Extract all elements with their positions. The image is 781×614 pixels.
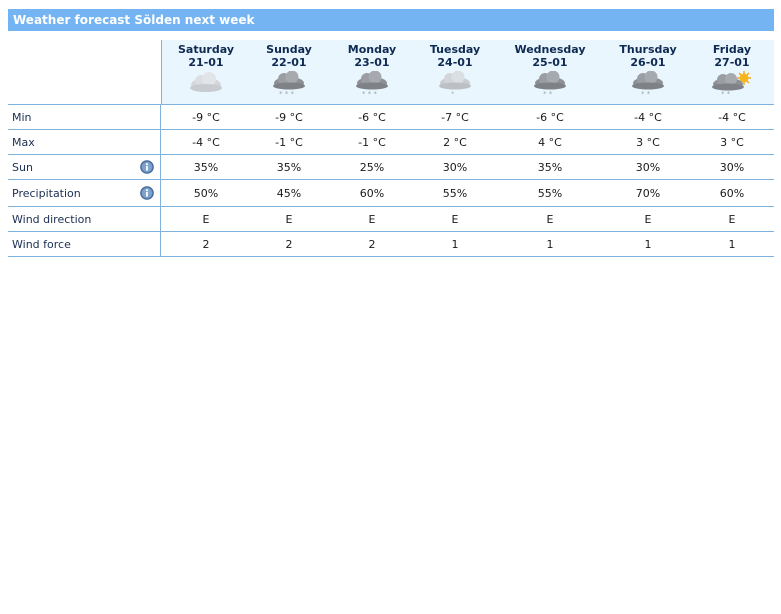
cell-wind-force: 2 [202,237,210,251]
cell-sun: 25% [359,160,385,174]
cell-min: -7 °C [441,110,469,124]
cell-min: -9 °C [192,110,220,124]
cell-precipitation: 70% [635,186,661,200]
row-label-sun: Sun [8,155,161,179]
svg-text:* *: * * [641,90,651,97]
cell-sun: 35% [193,160,219,174]
day-name: Friday [712,43,752,56]
row-wind-force: Wind force 2 2 2 1 1 1 1 [8,232,774,257]
forecast-title: Weather forecast Sölden next week [8,9,774,31]
day-date: 24-01 [437,56,473,69]
row-label-wind-force: Wind force [8,232,161,256]
row-label-text: Sun [12,160,33,174]
day-date: 27-01 [714,56,750,69]
cell-precipitation: 55% [442,186,468,200]
cell-wind-direction: E [644,212,652,226]
cell-sun: 35% [276,160,302,174]
cell-precipitation: 60% [719,186,745,200]
cell-max: -1 °C [275,135,303,149]
row-label-precipitation: Precipitation [8,180,161,206]
cell-wind-force: 1 [728,237,736,251]
day-date: 26-01 [630,56,666,69]
day-column-sunday: Sunday 22-01 * * * [250,40,328,104]
header-label-spacer [8,40,162,104]
cell-wind-force: 2 [368,237,376,251]
cell-wind-direction: E [546,212,554,226]
row-wind-direction: Wind direction E E E E E E E [8,207,774,232]
day-column-friday: Friday 27-01 * * [690,40,774,104]
cell-max: 4 °C [538,135,562,149]
cloud-light-snow-icon: * [439,71,471,97]
day-name: Tuesday [429,43,481,56]
cell-precipitation: 45% [276,186,302,200]
row-label-min: Min [8,105,161,129]
cloud-snow-icon: * * * [356,71,388,97]
day-header-band: Saturday 21-01 Sunday 22-01 * * * [162,40,774,104]
cell-sun: 30% [442,160,468,174]
cell-max: 3 °C [636,135,660,149]
day-name: Wednesday [514,43,586,56]
cell-wind-force: 1 [546,237,554,251]
row-min: Min -9 °C -9 °C -6 °C -7 °C -6 °C -4 °C … [8,105,774,130]
cell-wind-force: 2 [285,237,293,251]
row-precipitation: Precipitation 50% 45% 60% 55% 55% 70% 60… [8,180,774,207]
cloud-light-snow-icon: * * [632,71,664,97]
cell-wind-direction: E [451,212,459,226]
cell-min: -9 °C [275,110,303,124]
day-name: Saturday [178,43,234,56]
cell-wind-force: 1 [644,237,652,251]
cell-min: -4 °C [718,110,746,124]
svg-text:*: * [451,90,455,97]
day-name: Sunday [266,43,312,56]
cell-precipitation: 60% [359,186,385,200]
cell-precipitation: 55% [537,186,563,200]
cloud-light-snow-icon: * * [534,71,566,97]
cell-precipitation: 50% [193,186,219,200]
cell-min: -4 °C [634,110,662,124]
cell-min: -6 °C [358,110,386,124]
cell-sun: 35% [537,160,563,174]
cell-wind-force: 1 [451,237,459,251]
day-date: 22-01 [271,56,307,69]
forecast-table: Saturday 21-01 Sunday 22-01 * * * [8,40,774,257]
cell-wind-direction: E [285,212,293,226]
day-column-saturday: Saturday 21-01 [162,40,250,104]
row-sun: Sun 35% 35% 25% 30% 35% 30% 30% [8,155,774,180]
svg-text:* *: * * [721,90,731,97]
cell-wind-direction: E [368,212,376,226]
cell-sun: 30% [635,160,661,174]
svg-text:* *: * * [543,90,553,97]
cell-sun: 30% [719,160,745,174]
day-name: Thursday [619,43,677,56]
cloud-snow-icon: * * * [273,71,305,97]
cell-wind-direction: E [202,212,210,226]
info-icon[interactable] [140,186,154,200]
day-date: 21-01 [188,56,224,69]
day-column-monday: Monday 23-01 * * * [328,40,416,104]
day-date: 25-01 [532,56,568,69]
cell-max: -4 °C [192,135,220,149]
day-date: 23-01 [354,56,390,69]
cell-max: 2 °C [443,135,467,149]
cloudy-light-icon [190,72,222,92]
row-label-wind-direction: Wind direction [8,207,161,231]
cell-max: 3 °C [720,135,744,149]
svg-text:* * *: * * * [279,90,294,97]
cell-wind-direction: E [728,212,736,226]
sun-cloud-snow-icon: * * [712,71,751,97]
day-header-row: Saturday 21-01 Sunday 22-01 * * * [8,40,774,105]
day-column-wednesday: Wednesday 25-01 * * [494,40,606,104]
svg-text:* * *: * * * [362,90,377,97]
row-label-text: Precipitation [12,186,81,200]
row-label-max: Max [8,130,161,154]
cell-max: -1 °C [358,135,386,149]
cell-min: -6 °C [536,110,564,124]
day-name: Monday [347,43,397,56]
info-icon[interactable] [140,160,154,174]
row-max: Max -4 °C -1 °C -1 °C 2 °C 4 °C 3 °C 3 °… [8,130,774,155]
day-column-thursday: Thursday 26-01 * * [606,40,690,104]
day-column-tuesday: Tuesday 24-01 * [416,40,494,104]
